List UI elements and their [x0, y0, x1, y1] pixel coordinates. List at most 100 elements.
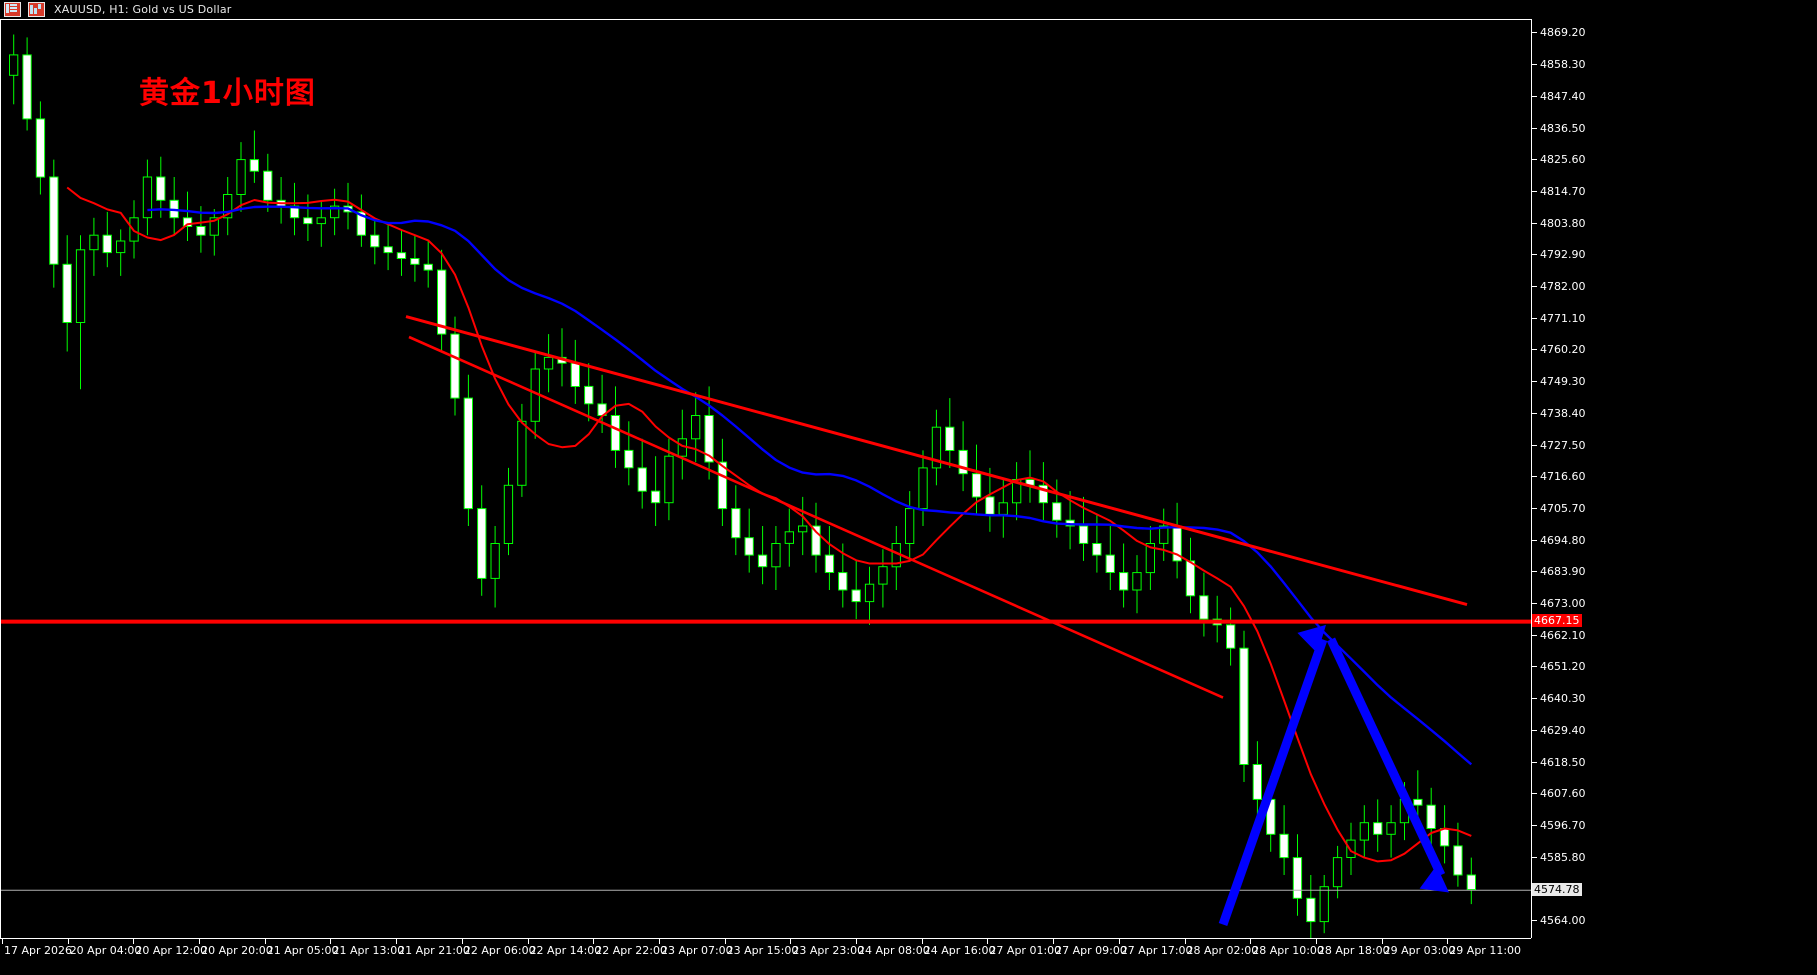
tick-dash [1532, 444, 1537, 446]
time-tick-label: 27 Apr 17:00 [1120, 944, 1193, 957]
chart-title-bar: XAUUSD, H1: Gold vs US Dollar [0, 0, 1817, 19]
time-tick-label: 27 Apr 01:00 [989, 944, 1062, 957]
price-tick-label: 4836.50 [1540, 121, 1586, 135]
chart-canvas [1, 34, 1531, 938]
price-scale-axis[interactable]: 4869.20 4858.30 4847.40 4836.50 4825.60 4814.… [1531, 19, 1817, 938]
price-tick: 4727.50 [1532, 439, 1586, 452]
tick-dash [1532, 95, 1537, 97]
price-tick-label: 4738.40 [1540, 406, 1586, 420]
price-tick: 4782.00 [1532, 280, 1586, 293]
price-tick-label: 4716.60 [1540, 470, 1586, 484]
time-scale-axis[interactable]: 17 Apr 2026 20 Apr 04:00 20 Apr 12:00 20 Ap… [0, 938, 1531, 975]
chart-icon[interactable] [28, 2, 45, 17]
price-tick-label: 4749.30 [1540, 375, 1586, 389]
price-tick: 4836.50 [1532, 121, 1586, 135]
price-tick: 4673.00 [1532, 597, 1586, 610]
price-tick-label: 4803.80 [1540, 216, 1586, 230]
price-tick-label: 4814.70 [1540, 184, 1586, 198]
price-tick: 4629.40 [1532, 723, 1586, 737]
price-tick: 4683.90 [1532, 565, 1586, 579]
tick-dash [1532, 159, 1537, 161]
price-tick: 4607.60 [1532, 787, 1586, 801]
time-tick-label: 22 Apr 22:00 [595, 944, 667, 957]
price-tick: 4847.40 [1532, 90, 1586, 103]
tick-dash [1532, 476, 1537, 478]
price-tick-label: 4585.80 [1540, 850, 1586, 864]
time-tick-label: 28 Apr 18:00 [1317, 944, 1390, 957]
price-tick-label: 4683.90 [1540, 565, 1586, 579]
tick-dash [1381, 939, 1383, 944]
price-tick-label: 4629.40 [1540, 723, 1586, 737]
tick-dash [330, 939, 332, 944]
tick-dash [1532, 666, 1537, 668]
price-tick: 4694.80 [1532, 533, 1586, 547]
time-tick-label: 20 Apr 20:00 [201, 944, 273, 957]
price-tick: 4760.20 [1532, 343, 1586, 357]
tick-dash [1532, 222, 1537, 224]
time-tick-label: 23 Apr 07:00 [660, 944, 733, 957]
tick-dash [1532, 698, 1537, 700]
tick-dash [1447, 939, 1449, 944]
tick-dash [2, 939, 3, 944]
price-tick-label: 4596.70 [1540, 818, 1586, 832]
price-tick: 4814.70 [1532, 184, 1586, 198]
tick-dash [1532, 32, 1537, 34]
chart-plot-area[interactable]: 黄金1小时图 [0, 19, 1531, 938]
tick-dash [1315, 939, 1317, 944]
price-tick: 4618.50 [1532, 756, 1586, 769]
tick-dash [1184, 939, 1186, 944]
tick-dash [1532, 824, 1537, 826]
price-tick-label: 4640.30 [1540, 692, 1586, 706]
price-tick-label: 4564.00 [1540, 914, 1586, 928]
time-tick-label: 29 Apr 11:00 [1449, 944, 1522, 957]
price-tick-label: 4607.60 [1540, 787, 1586, 801]
tick-dash [527, 939, 529, 944]
forecast-arrow [1218, 624, 1449, 926]
price-tick-label: 4694.80 [1540, 533, 1586, 547]
time-tick-label: 24 Apr 16:00 [923, 944, 996, 957]
tick-dash [1532, 381, 1537, 383]
price-tick: 4749.30 [1532, 375, 1586, 389]
time-tick-label: 21 Apr 13:00 [332, 944, 405, 957]
price-tick: 4651.20 [1532, 660, 1586, 674]
tick-dash [1053, 939, 1055, 944]
tick-dash [1532, 507, 1537, 509]
price-tick-label: 4574.78 [1532, 882, 1582, 896]
time-tick-label: 29 Apr 03:00 [1383, 944, 1456, 957]
tick-dash [790, 939, 792, 944]
price-tick-label: 4667.15 [1532, 614, 1582, 628]
price-tick: 4825.60 [1532, 153, 1586, 167]
time-tick-label: 24 Apr 08:00 [858, 944, 930, 957]
price-tick: 4596.70 [1532, 818, 1586, 832]
tick-dash [133, 939, 135, 944]
tick-dash [264, 939, 266, 944]
time-tick-label: 21 Apr 21:00 [398, 944, 470, 957]
tick-dash [1532, 539, 1537, 541]
tick-dash [1532, 761, 1537, 763]
grid-icon[interactable] [4, 2, 21, 17]
time-tick-label: 20 Apr 04:00 [69, 944, 142, 957]
time-tick-label: 23 Apr 23:00 [792, 944, 865, 957]
tick-dash [921, 939, 923, 944]
price-tick-label: 4651.20 [1540, 660, 1586, 674]
tick-dash [1532, 920, 1537, 922]
price-tick: 4803.80 [1532, 216, 1586, 230]
price-tick: 4667.15 [1532, 614, 1582, 628]
price-tick: 4792.90 [1532, 248, 1586, 261]
price-tick: 4564.00 [1532, 914, 1586, 928]
price-tick-label: 4760.20 [1540, 343, 1586, 357]
tick-dash [1532, 317, 1537, 319]
time-tick-label: 20 Apr 12:00 [135, 944, 208, 957]
tick-dash [1532, 634, 1537, 636]
tick-dash [1532, 856, 1537, 858]
time-tick-label: 27 Apr 09:00 [1055, 944, 1127, 957]
tick-dash [856, 939, 858, 944]
time-tick-label: 28 Apr 02:00 [1186, 944, 1259, 957]
price-tick-label: 4771.10 [1540, 311, 1586, 325]
price-tick: 4869.20 [1532, 26, 1586, 39]
tick-dash [461, 939, 463, 944]
price-tick-label: 4825.60 [1540, 153, 1586, 167]
tick-dash [593, 939, 595, 944]
price-tick: 4771.10 [1532, 311, 1586, 325]
